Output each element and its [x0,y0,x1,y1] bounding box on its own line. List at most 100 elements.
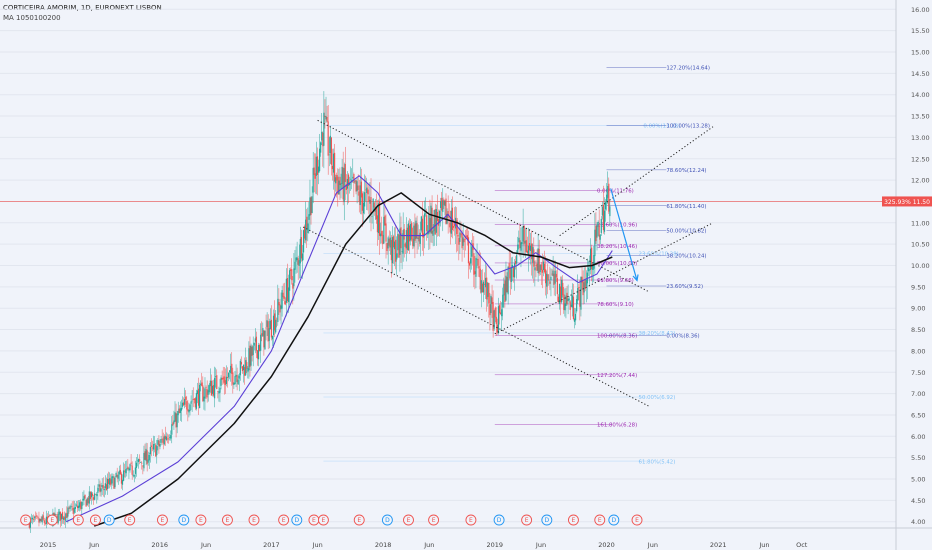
earnings-marker[interactable]: E [248,514,260,526]
candle-body [182,402,185,406]
fib-label: 23.60%(10.28) [639,252,679,258]
candle-body [165,436,168,440]
earnings-marker[interactable]: E [72,514,84,526]
candle-body [328,154,330,156]
candle-body [218,391,220,394]
candle-body [387,237,389,249]
candle-body [267,321,269,342]
marker-label: E [469,517,473,524]
candle-body [143,452,145,469]
y-tick-label: 12.50 [911,155,930,163]
candle-body [550,276,552,281]
earnings-marker[interactable]: E [308,514,320,526]
earnings-marker[interactable]: E [594,514,606,526]
y-tick-label: 8.00 [911,347,925,355]
dividend-marker[interactable]: D [103,514,115,526]
candle-body [214,378,216,399]
marker-label: E [199,517,203,524]
candle-body [336,174,338,181]
candle-body [79,502,81,508]
candle-body [248,348,250,371]
earnings-marker[interactable]: E [353,514,365,526]
candle-body [125,469,127,474]
marker-label: E [525,517,529,524]
candle-body [411,222,413,240]
candle-body [55,514,57,515]
candle-body [185,396,187,400]
candle-body [45,516,48,524]
dividend-marker[interactable]: D [291,514,303,526]
candle-body [593,255,595,269]
dividend-marker[interactable]: D [608,514,620,526]
candle-body [425,213,427,215]
candle-body [578,287,580,289]
candle-body [344,164,346,183]
candle-body [468,262,471,266]
candle-body [541,269,543,273]
earnings-marker[interactable]: E [195,514,207,526]
candle-body [263,330,265,348]
candle-body [67,507,69,517]
candle-body [501,309,503,317]
candle-body [118,470,120,475]
marker-label: E [407,517,411,524]
candle-body [554,270,556,284]
candle-body [34,516,36,519]
candle-body [227,372,230,378]
candle-body [331,165,334,170]
marker-circle [381,514,393,526]
candle-body [354,180,356,182]
candle-body [222,377,224,380]
candle-body [302,230,305,253]
earnings-marker[interactable]: E [20,514,32,526]
trendline [302,226,650,407]
earnings-marker[interactable]: E [631,514,643,526]
candle-body [254,338,256,342]
candle-body [416,223,418,239]
dividend-marker[interactable]: D [493,514,505,526]
candle-body [76,505,79,509]
candle-body [402,230,404,254]
marker-circle [567,514,579,526]
candle-body [552,270,554,277]
earnings-marker[interactable]: E [222,514,233,526]
earnings-marker[interactable]: E [124,514,136,526]
dividend-marker[interactable]: D [381,514,393,526]
earnings-marker[interactable]: E [156,514,168,526]
earnings-marker[interactable]: E [89,514,101,526]
x-tick-label: Oct [796,541,808,549]
earnings-marker[interactable]: E [465,514,477,526]
candle-body [444,200,446,207]
candle-body [102,485,104,489]
candle-body [520,242,522,251]
candle-body [377,203,380,234]
fib-label: 50.00%(6.92) [639,395,676,401]
fib-label: 0.00%(13.28) [643,124,680,130]
candle-body [145,448,147,462]
earnings-marker[interactable]: E [317,514,329,526]
candle-body [223,376,225,383]
candle-body [207,390,209,395]
candle-body [318,148,321,172]
earnings-marker[interactable]: E [46,514,58,526]
candle-body [398,234,400,258]
dividend-marker[interactable]: D [178,514,190,526]
dividend-marker[interactable]: D [541,514,553,526]
fib-label: 61.80%(11.40) [666,204,706,210]
candle-body [134,467,136,474]
candle-body [352,176,354,179]
earnings-marker[interactable]: E [278,514,290,526]
candle-body [127,466,129,470]
earnings-marker[interactable]: E [428,514,440,526]
earnings-marker[interactable]: E [521,514,533,526]
fib-label: 78.60%(12.24) [666,168,706,174]
marker-circle [594,514,606,526]
marker-circle [195,514,207,526]
marker-label: E [635,517,639,524]
earnings-marker[interactable]: E [403,514,414,526]
candle-body [229,370,231,373]
earnings-marker[interactable]: E [567,514,579,526]
candle-body [161,438,163,440]
